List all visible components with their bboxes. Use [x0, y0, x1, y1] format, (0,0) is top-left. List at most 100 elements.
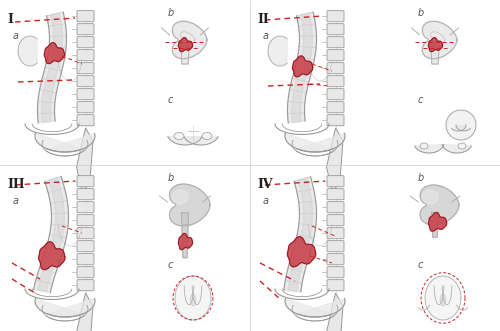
Text: II: II [257, 13, 269, 26]
Text: a: a [13, 31, 19, 41]
Polygon shape [175, 276, 211, 320]
Polygon shape [285, 299, 333, 317]
Polygon shape [284, 177, 316, 292]
Polygon shape [182, 213, 188, 258]
Polygon shape [420, 185, 459, 225]
Polygon shape [172, 21, 207, 59]
Polygon shape [18, 36, 37, 66]
FancyBboxPatch shape [327, 11, 344, 22]
Polygon shape [292, 56, 312, 77]
Text: c: c [418, 95, 424, 105]
Polygon shape [42, 13, 62, 122]
FancyBboxPatch shape [327, 24, 344, 35]
Ellipse shape [174, 132, 184, 139]
Polygon shape [44, 43, 64, 64]
FancyBboxPatch shape [327, 254, 344, 265]
Polygon shape [298, 299, 345, 317]
FancyBboxPatch shape [327, 280, 344, 291]
Polygon shape [35, 133, 82, 152]
Text: III: III [7, 178, 24, 191]
FancyBboxPatch shape [327, 50, 344, 61]
FancyBboxPatch shape [77, 76, 94, 87]
Text: b: b [418, 8, 424, 18]
Polygon shape [178, 233, 192, 250]
Text: b: b [168, 173, 174, 183]
Text: b: b [168, 8, 174, 18]
Polygon shape [414, 145, 444, 153]
FancyBboxPatch shape [77, 102, 94, 113]
Polygon shape [76, 293, 93, 331]
Ellipse shape [420, 143, 428, 149]
Ellipse shape [190, 294, 196, 306]
FancyBboxPatch shape [77, 24, 94, 35]
Polygon shape [442, 145, 472, 153]
FancyBboxPatch shape [327, 241, 344, 252]
Polygon shape [428, 213, 446, 231]
Text: c: c [418, 260, 424, 270]
Polygon shape [48, 133, 95, 152]
Polygon shape [288, 237, 316, 267]
Polygon shape [422, 190, 438, 204]
FancyBboxPatch shape [327, 37, 344, 48]
FancyBboxPatch shape [327, 76, 344, 87]
Polygon shape [326, 293, 343, 331]
Polygon shape [268, 36, 287, 66]
Polygon shape [181, 46, 189, 64]
Polygon shape [172, 190, 188, 204]
Text: c: c [168, 95, 173, 105]
FancyBboxPatch shape [77, 63, 94, 74]
Text: c: c [168, 260, 173, 270]
FancyBboxPatch shape [77, 280, 94, 291]
Polygon shape [35, 299, 82, 317]
Ellipse shape [458, 143, 466, 149]
Text: a: a [263, 31, 269, 41]
Polygon shape [48, 299, 95, 317]
FancyBboxPatch shape [327, 189, 344, 200]
Text: IV: IV [257, 178, 272, 191]
Polygon shape [288, 178, 312, 292]
FancyBboxPatch shape [77, 115, 94, 126]
Polygon shape [38, 178, 64, 292]
Polygon shape [431, 46, 439, 64]
FancyBboxPatch shape [327, 176, 344, 187]
Polygon shape [76, 128, 93, 193]
FancyBboxPatch shape [77, 241, 94, 252]
FancyBboxPatch shape [77, 189, 94, 200]
FancyBboxPatch shape [77, 202, 94, 213]
FancyBboxPatch shape [327, 214, 344, 226]
Text: a: a [263, 196, 269, 206]
FancyBboxPatch shape [77, 50, 94, 61]
Polygon shape [456, 125, 470, 131]
FancyBboxPatch shape [77, 11, 94, 22]
FancyBboxPatch shape [327, 267, 344, 278]
FancyBboxPatch shape [327, 63, 344, 74]
Polygon shape [428, 38, 442, 52]
FancyBboxPatch shape [77, 267, 94, 278]
FancyBboxPatch shape [327, 102, 344, 113]
Ellipse shape [202, 132, 212, 139]
FancyBboxPatch shape [327, 89, 344, 100]
Ellipse shape [440, 294, 446, 306]
Polygon shape [422, 21, 457, 59]
Polygon shape [34, 176, 68, 293]
Polygon shape [292, 13, 312, 122]
FancyBboxPatch shape [77, 176, 94, 187]
Polygon shape [38, 242, 65, 270]
FancyBboxPatch shape [77, 254, 94, 265]
Text: a: a [13, 196, 19, 206]
Text: I: I [7, 13, 13, 26]
Polygon shape [38, 12, 66, 123]
Polygon shape [168, 137, 202, 145]
FancyBboxPatch shape [77, 89, 94, 100]
Polygon shape [326, 128, 343, 193]
FancyBboxPatch shape [77, 228, 94, 239]
Polygon shape [432, 213, 438, 237]
Circle shape [446, 110, 476, 140]
Polygon shape [298, 133, 345, 152]
Polygon shape [170, 184, 210, 226]
Polygon shape [184, 137, 218, 145]
FancyBboxPatch shape [327, 202, 344, 213]
Polygon shape [288, 12, 316, 123]
Text: b: b [418, 173, 424, 183]
Polygon shape [178, 38, 192, 52]
